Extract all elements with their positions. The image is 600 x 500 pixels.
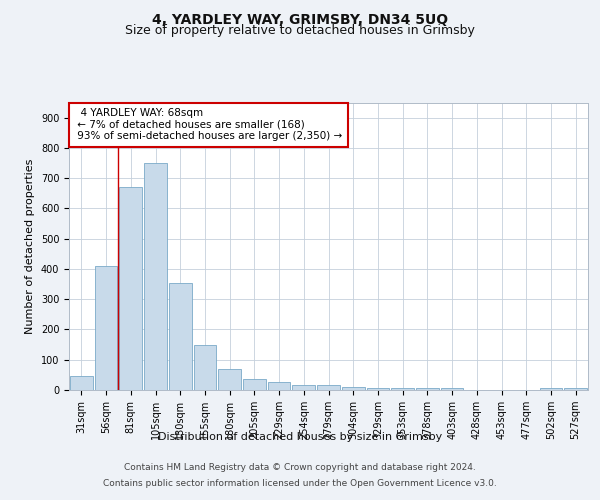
Text: Distribution of detached houses by size in Grimsby: Distribution of detached houses by size … (158, 432, 442, 442)
Text: Size of property relative to detached houses in Grimsby: Size of property relative to detached ho… (125, 24, 475, 37)
Bar (391, 388, 414, 390)
Y-axis label: Number of detached properties: Number of detached properties (25, 158, 35, 334)
Bar (539, 388, 562, 390)
Bar (95, 266, 118, 390)
Bar (218, 369, 241, 390)
Bar (169, 282, 191, 390)
Text: 4, YARDLEY WAY, GRIMSBY, DN34 5UQ: 4, YARDLEY WAY, GRIMSBY, DN34 5UQ (152, 12, 448, 26)
Text: Contains HM Land Registry data © Crown copyright and database right 2024.: Contains HM Land Registry data © Crown c… (124, 464, 476, 472)
Bar (317, 386, 340, 390)
Bar (367, 388, 389, 390)
Text: Contains public sector information licensed under the Open Government Licence v3: Contains public sector information licen… (103, 478, 497, 488)
Bar (416, 388, 439, 390)
Bar (243, 380, 266, 390)
Bar (292, 385, 315, 390)
Bar (70, 376, 93, 390)
Bar (564, 388, 587, 390)
Bar (144, 163, 167, 390)
Bar (268, 382, 290, 390)
Bar (441, 388, 463, 390)
Text: 4 YARDLEY WAY: 68sqm  
 ← 7% of detached houses are smaller (168) 
 93% of semi-: 4 YARDLEY WAY: 68sqm ← 7% of detached ho… (74, 108, 343, 142)
Bar (342, 387, 365, 390)
Bar (119, 187, 142, 390)
Bar (194, 344, 216, 390)
